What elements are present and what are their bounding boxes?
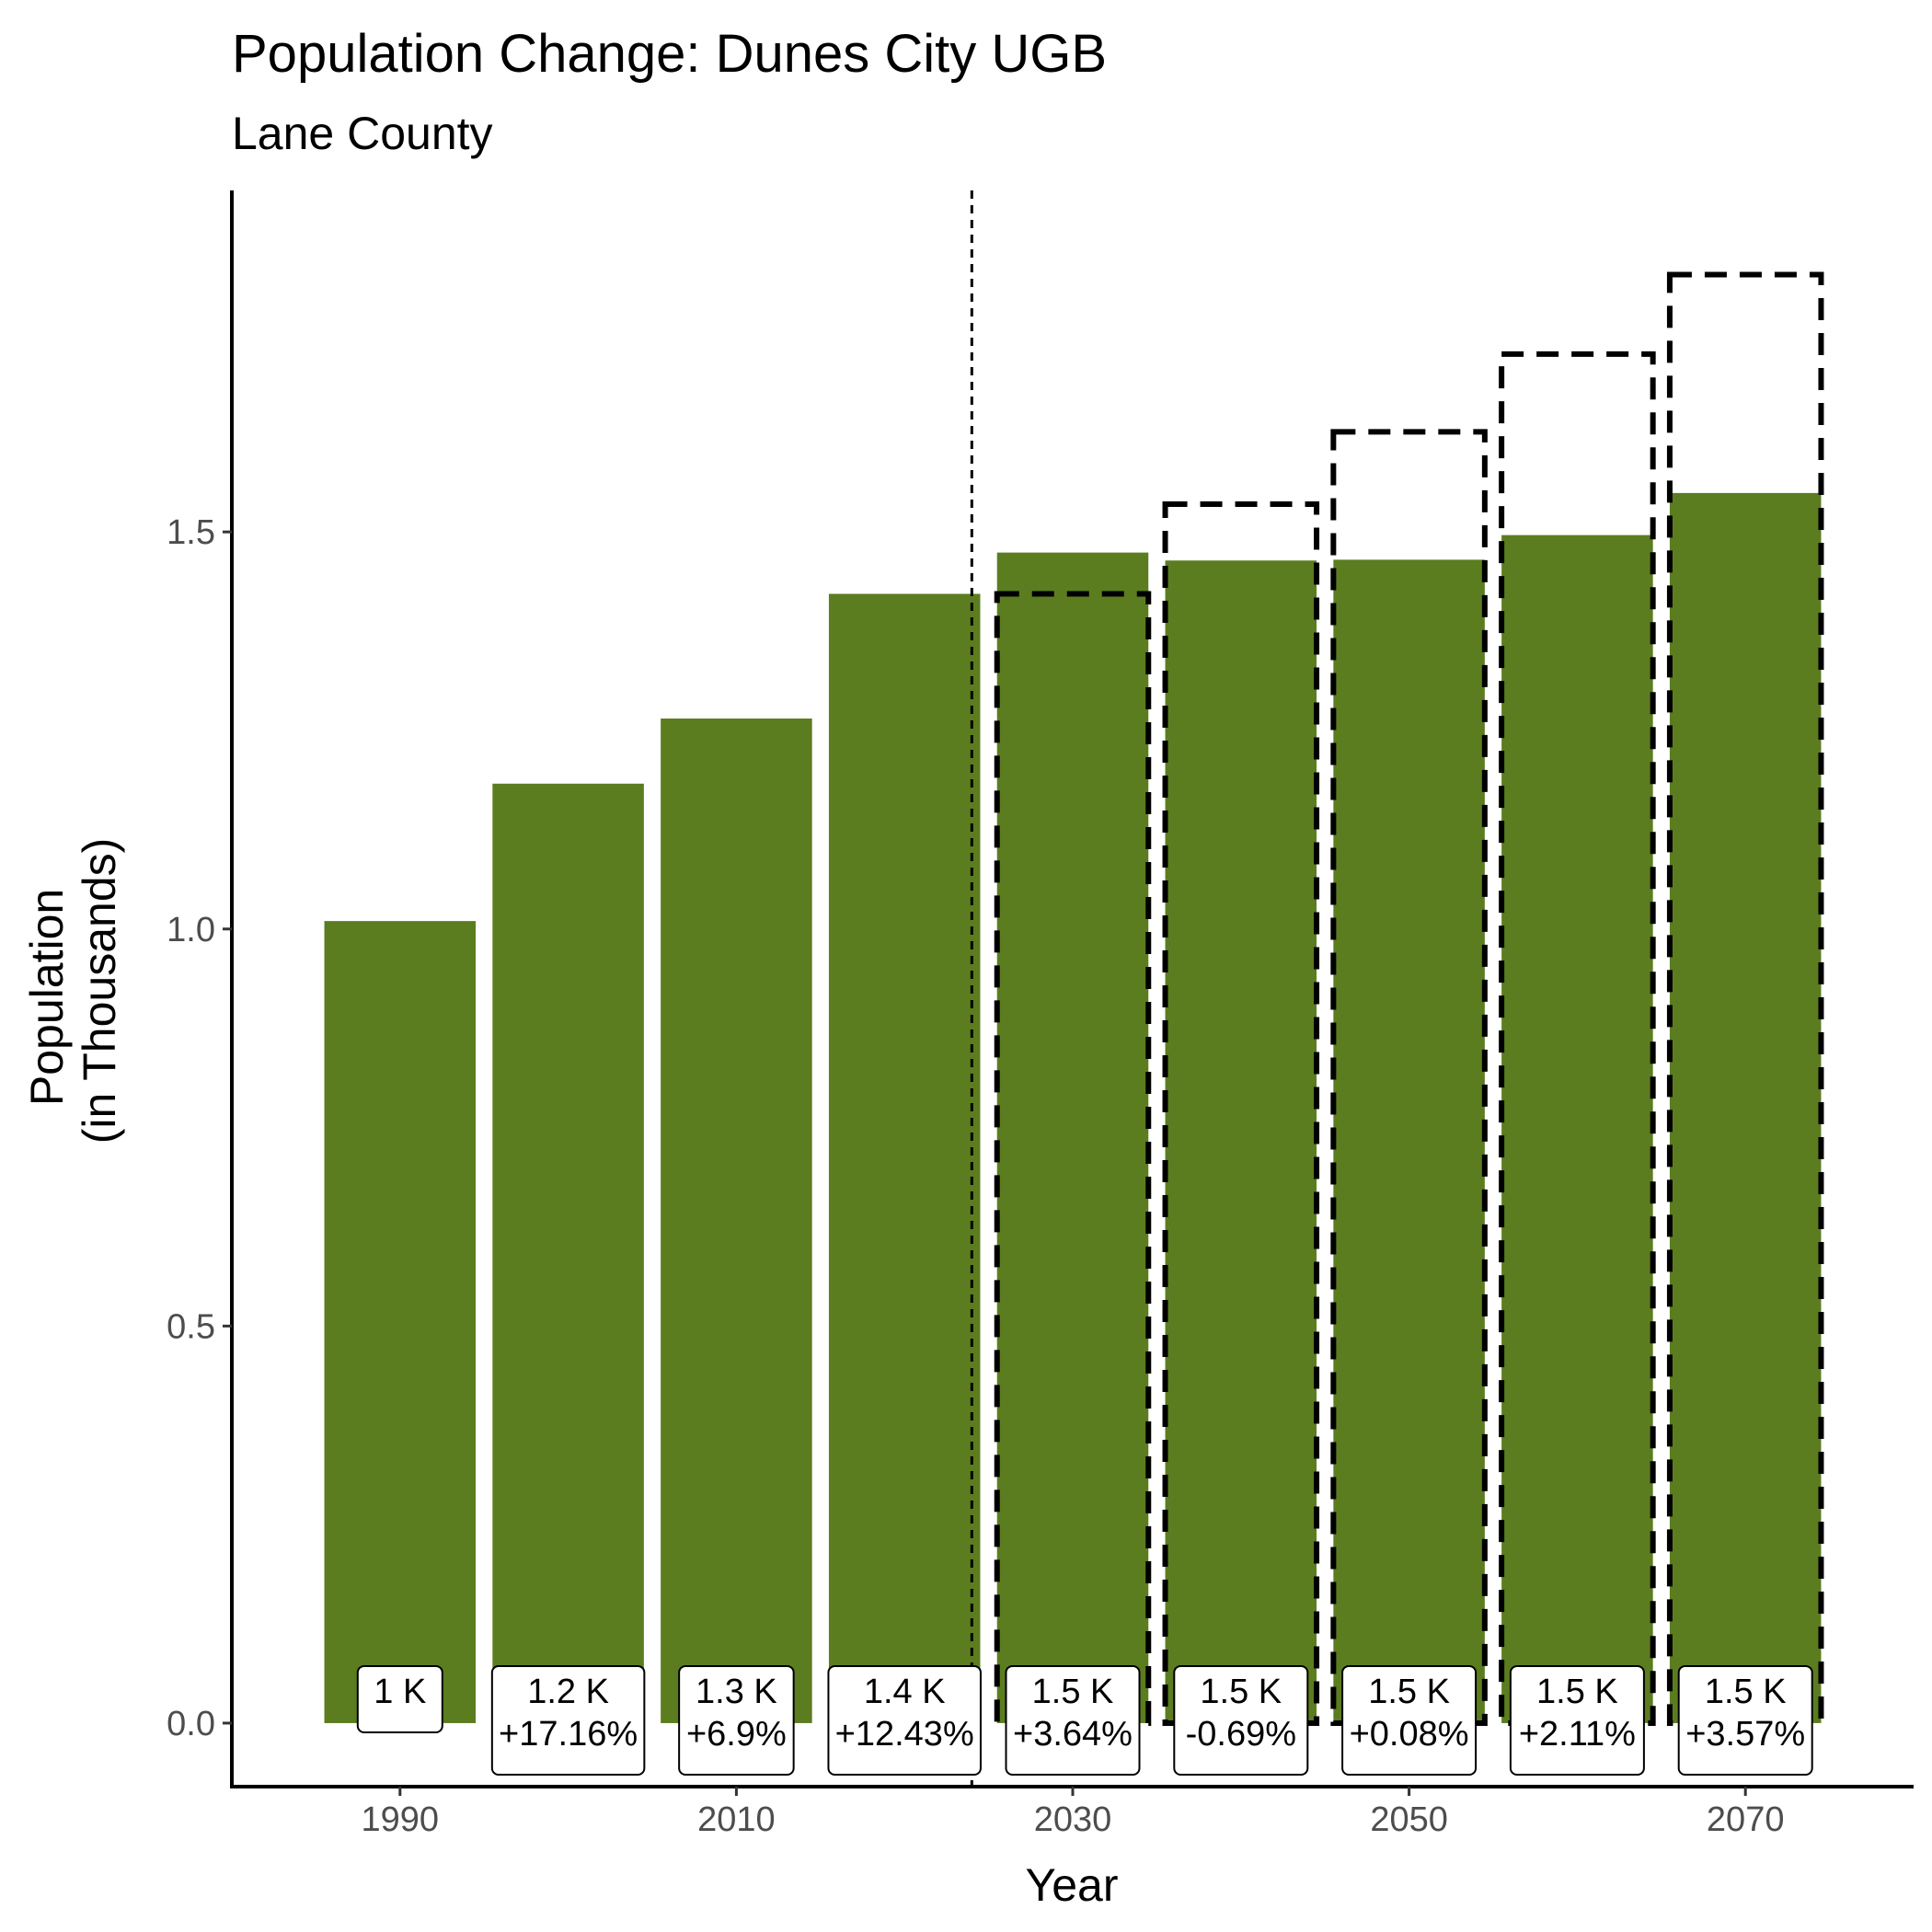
x-tick-label: 2070 bbox=[1707, 1800, 1785, 1839]
data-label-1990: 1 K bbox=[356, 1664, 443, 1733]
data-label-2020: 1.4 K +12.43% bbox=[827, 1664, 982, 1776]
x-tick-label: 2030 bbox=[1034, 1800, 1112, 1839]
projection-outline-2070 bbox=[1666, 271, 1824, 1726]
pct-change-label: +17.16% bbox=[499, 1715, 638, 1754]
value-label: 1.5 K bbox=[1536, 1673, 1618, 1711]
data-label-box bbox=[356, 1664, 443, 1733]
bars-layer bbox=[324, 492, 1822, 1723]
data-label-box bbox=[1341, 1664, 1478, 1776]
pct-change-label: -0.69% bbox=[1186, 1715, 1296, 1754]
data-label-box bbox=[1677, 1664, 1813, 1776]
data-label-box bbox=[1005, 1664, 1141, 1776]
pct-change-label: +0.08% bbox=[1350, 1715, 1469, 1754]
bar-2030 bbox=[996, 552, 1149, 1723]
y-axis-title: Population (in Thousands) bbox=[21, 838, 125, 1144]
data-label-box bbox=[1173, 1664, 1309, 1776]
data-label-2000: 1.2 K +17.16% bbox=[490, 1664, 646, 1776]
pct-change-label: +3.64% bbox=[1013, 1715, 1133, 1754]
projection-outline-2060 bbox=[1499, 351, 1656, 1726]
y-tick-label: 1.0 bbox=[167, 911, 215, 949]
y-axis-title-line-2: (in Thousands) bbox=[74, 838, 125, 1144]
data-label-box bbox=[490, 1664, 646, 1776]
y-tick-label: 1.5 bbox=[167, 513, 215, 552]
pct-change-label: +6.9% bbox=[686, 1715, 787, 1754]
pct-change-label: +12.43% bbox=[835, 1715, 974, 1754]
value-label: 1.2 K bbox=[527, 1673, 609, 1711]
value-label: 1.4 K bbox=[864, 1673, 946, 1711]
chart-title: Population Change: Dunes City UGB bbox=[232, 24, 1107, 84]
data-label-2030: 1.5 K +3.64% bbox=[1005, 1664, 1141, 1776]
data-label-2040: 1.5 K -0.69% bbox=[1173, 1664, 1309, 1776]
data-label-2010: 1.3 K +6.9% bbox=[678, 1664, 795, 1776]
data-labels-layer: 1 K 1.2 K +17.16% 1.3 K +6.9% 1.4 K +12.43% 1.5… bbox=[356, 1664, 1813, 1776]
chart-subtitle: Lane County bbox=[232, 108, 493, 159]
bar-2020 bbox=[828, 593, 981, 1723]
data-label-box bbox=[1509, 1664, 1645, 1776]
data-label-box bbox=[827, 1664, 982, 1776]
value-label: 1.5 K bbox=[1200, 1673, 1282, 1711]
x-tick-label: 1990 bbox=[362, 1800, 440, 1839]
pct-change-label: +3.57% bbox=[1685, 1715, 1805, 1754]
data-label-2060: 1.5 K +2.11% bbox=[1509, 1664, 1645, 1776]
y-ticks: 0.0 0.5 1.0 1.5 bbox=[167, 513, 232, 1743]
bar-2070 bbox=[1669, 492, 1822, 1723]
value-label: 1.5 K bbox=[1368, 1673, 1450, 1711]
bar-2040 bbox=[1165, 560, 1317, 1723]
projection-outline-2030 bbox=[994, 591, 1152, 1726]
x-tick-label: 2050 bbox=[1370, 1800, 1448, 1839]
data-label-2050: 1.5 K +0.08% bbox=[1341, 1664, 1478, 1776]
bar-2000 bbox=[492, 783, 644, 1723]
bar-2060 bbox=[1501, 535, 1653, 1723]
x-axis-title: Year bbox=[1025, 1859, 1118, 1911]
y-tick-label: 0.5 bbox=[167, 1307, 215, 1346]
value-label: 1.3 K bbox=[696, 1673, 777, 1711]
value-label: 1.5 K bbox=[1032, 1673, 1114, 1711]
bar-2050 bbox=[1333, 559, 1485, 1723]
y-axis-title-line-1: Population bbox=[21, 889, 73, 1106]
x-ticks: 1990 2010 2030 2050 2070 bbox=[362, 1787, 1785, 1839]
data-label-box bbox=[678, 1664, 795, 1776]
bar-1990 bbox=[324, 921, 477, 1723]
value-label: 1.5 K bbox=[1705, 1673, 1787, 1711]
value-label: 1 K bbox=[374, 1673, 426, 1711]
x-tick-label: 2010 bbox=[697, 1800, 776, 1839]
y-tick-label: 0.0 bbox=[167, 1705, 215, 1743]
data-label-2070: 1.5 K +3.57% bbox=[1677, 1664, 1813, 1776]
pct-change-label: +2.11% bbox=[1519, 1715, 1636, 1754]
bar-2010 bbox=[661, 719, 812, 1723]
